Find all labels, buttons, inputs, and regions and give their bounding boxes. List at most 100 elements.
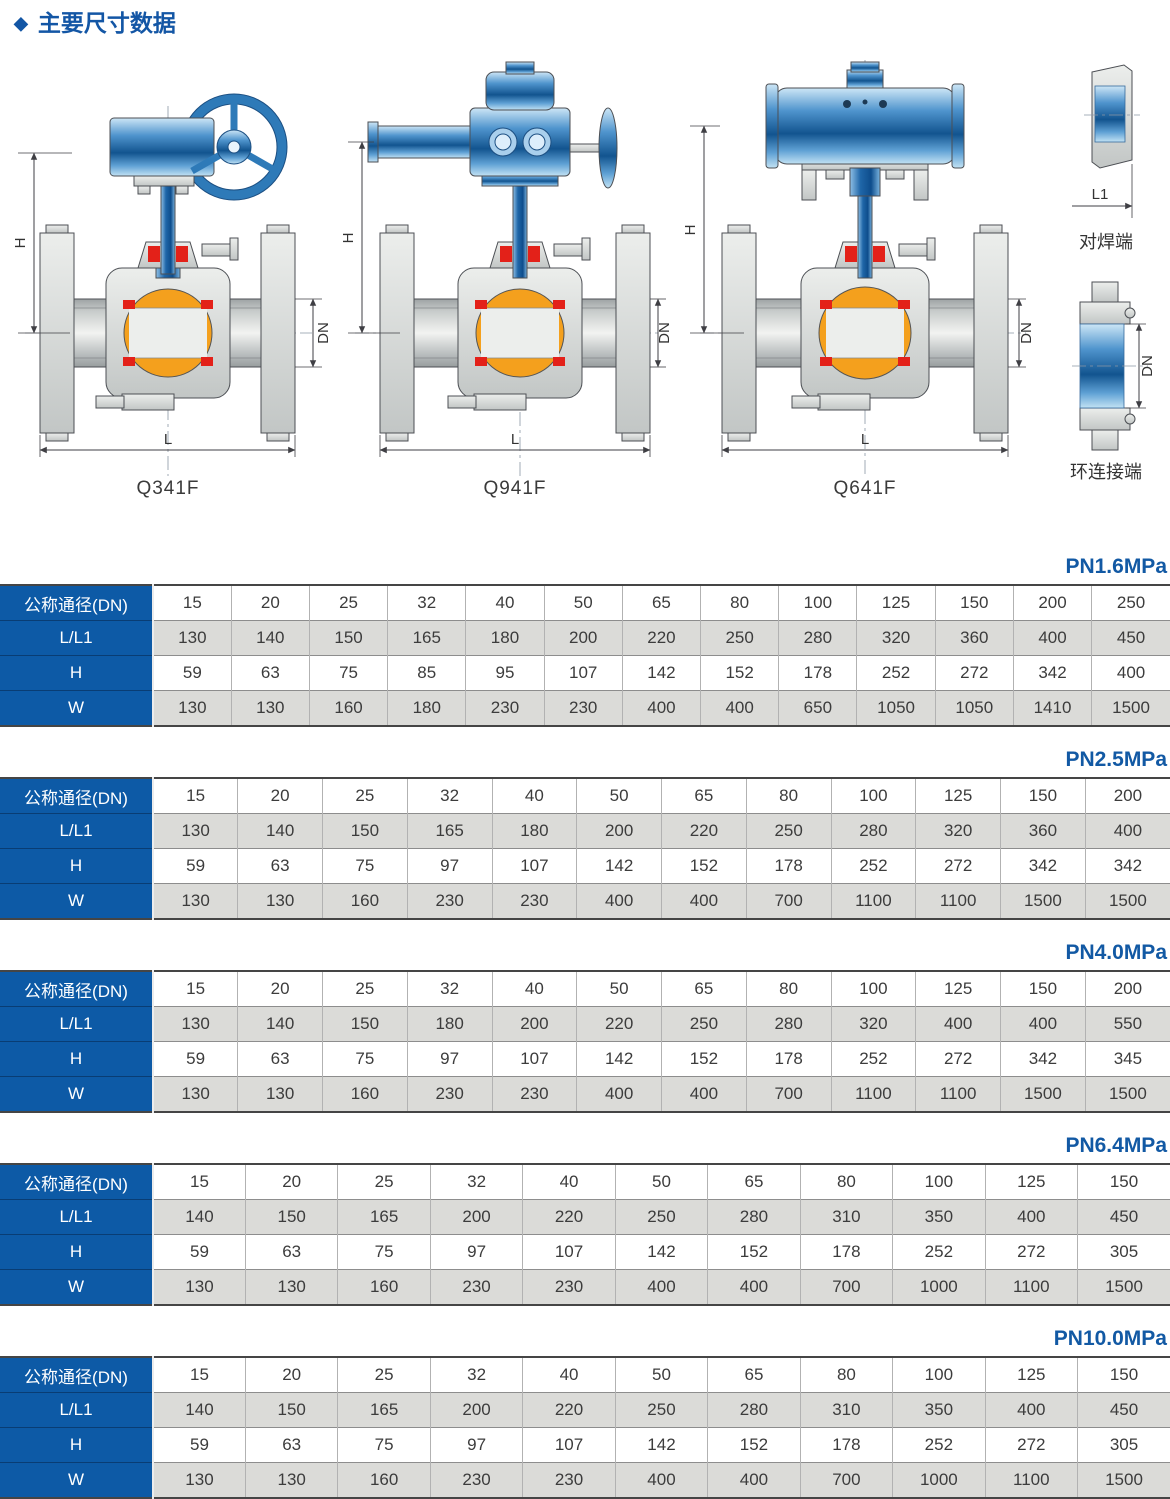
- data-cell: 200: [429, 1392, 523, 1428]
- data-cell: 230: [522, 1269, 616, 1305]
- dimension-label-dn: DN: [315, 322, 332, 344]
- data-cell: 20: [237, 971, 323, 1007]
- data-cell: 400: [614, 1462, 708, 1498]
- table-row: W 130 130 160 230 230 400 400 700 1100 1100 1500 150…: [0, 883, 1170, 919]
- data-cell: 150: [322, 813, 408, 849]
- table-row: L/L1 130 140 150 180 200 220 250 280 320 400 400 550: [0, 1006, 1170, 1042]
- data-cell: 152: [661, 848, 747, 884]
- page-title-text: 主要尺寸数据: [37, 10, 176, 36]
- data-cell: 150: [1077, 1357, 1170, 1393]
- data-cell: 50: [543, 585, 623, 621]
- data-cell: 32: [387, 585, 466, 621]
- dimension-label-dn: DN: [1139, 355, 1156, 377]
- data-cell: 230: [543, 690, 623, 726]
- data-cell: 130: [153, 1462, 246, 1498]
- pressure-table-section: PN2.5MPa 公称通径(DN) 15 20 25 32 40 50 65 80 100 125 15…: [0, 749, 1170, 920]
- data-cell: 1000: [892, 1269, 986, 1305]
- row-header-cell: 公称通径(DN): [0, 585, 154, 621]
- data-cell: 150: [308, 620, 388, 656]
- data-cell: 130: [153, 813, 238, 849]
- dimension-label-l: L: [164, 431, 172, 448]
- data-cell: 15: [153, 1357, 246, 1393]
- data-cell: 125: [984, 1164, 1078, 1200]
- data-cell: 75: [337, 1427, 431, 1463]
- tables: PN1.6MPa 公称通径(DN) 15 20 25 32 40 50 65 80 100 125 15…: [0, 556, 1170, 1499]
- data-cell: 20: [237, 778, 323, 814]
- data-cell: 140: [237, 1006, 323, 1042]
- data-cell: 320: [856, 620, 936, 656]
- data-cell: 252: [830, 848, 916, 884]
- data-cell: 85: [387, 655, 466, 691]
- figures-row: H DN L Q341F: [0, 56, 1170, 506]
- data-cell: 220: [621, 620, 701, 656]
- table-row: W 130 130 160 230 230 400 400 700 1100 1100 1500 150…: [0, 1076, 1170, 1112]
- table-row: 公称通径(DN) 15 20 25 32 40 50 65 80 100 125 150: [0, 1164, 1170, 1200]
- data-cell: 25: [337, 1357, 431, 1393]
- pneumatic-cylinder: [774, 87, 956, 165]
- data-cell: 130: [230, 690, 310, 726]
- data-cell: 25: [337, 1164, 431, 1200]
- data-cell: 100: [830, 971, 916, 1007]
- data-cell: 200: [1084, 971, 1170, 1007]
- valve-model-label: Q641F: [833, 478, 896, 499]
- data-cell: 142: [614, 1234, 708, 1270]
- pressure-table-section: PN4.0MPa 公称通径(DN) 15 20 25 32 40 50 65 80 100 125 15…: [0, 942, 1170, 1113]
- data-cell: 1500: [1084, 883, 1170, 919]
- data-cell: 140: [153, 1392, 246, 1428]
- data-cell: 32: [429, 1164, 523, 1200]
- data-cell: 1500: [1077, 1462, 1170, 1498]
- data-cell: 200: [491, 1006, 577, 1042]
- data-cell: 15: [153, 778, 238, 814]
- data-cell: 63: [244, 1234, 338, 1270]
- data-cell: 1100: [915, 1076, 1001, 1112]
- row-header-cell: H: [0, 1234, 154, 1270]
- data-cell: 178: [745, 848, 831, 884]
- data-cell: 32: [406, 778, 492, 814]
- data-cell: 150: [1077, 1164, 1170, 1200]
- data-cell: 130: [153, 1076, 238, 1112]
- data-cell: 1100: [915, 883, 1001, 919]
- table-row: H 59 63 75 97 107 142 152 178 252 272 305: [0, 1234, 1170, 1270]
- data-cell: 252: [856, 655, 936, 691]
- data-cell: 63: [244, 1427, 338, 1463]
- dimension-label-h: H: [12, 238, 29, 249]
- data-cell: 140: [230, 620, 310, 656]
- data-cell: 63: [237, 1041, 323, 1077]
- data-cell: 1100: [830, 1076, 916, 1112]
- data-cell: 160: [308, 690, 388, 726]
- data-cell: 200: [429, 1199, 523, 1235]
- data-cell: 252: [892, 1427, 986, 1463]
- table-row: H 59 63 75 85 95 107 142 152 178 252 272 342 400: [0, 655, 1170, 691]
- q341f-drawing: H DN L Q341F: [12, 93, 332, 499]
- data-cell: 97: [429, 1427, 523, 1463]
- data-cell: 142: [576, 1041, 662, 1077]
- data-cell: 59: [153, 1234, 246, 1270]
- data-cell: 20: [244, 1164, 338, 1200]
- data-cell: 130: [244, 1269, 338, 1305]
- data-cell: 150: [934, 585, 1014, 621]
- data-cell: 25: [308, 585, 388, 621]
- data-cell: 250: [614, 1392, 708, 1428]
- data-cell: 150: [1000, 778, 1086, 814]
- row-header-cell: W: [0, 690, 154, 726]
- ring-joint-end-section: [1072, 281, 1148, 451]
- row-header-cell: H: [0, 848, 154, 884]
- data-cell: 252: [830, 1041, 916, 1077]
- data-cell: 15: [153, 971, 238, 1007]
- data-cell: 1410: [1012, 690, 1092, 726]
- data-cell: 230: [465, 690, 545, 726]
- data-cell: 400: [576, 883, 662, 919]
- row-header-cell: 公称通径(DN): [0, 778, 154, 814]
- data-cell: 40: [522, 1357, 616, 1393]
- electric-actuator: [367, 61, 618, 189]
- data-cell: 95: [465, 655, 545, 691]
- data-cell: 230: [406, 1076, 492, 1112]
- data-cell: 59: [153, 1427, 246, 1463]
- data-cell: 400: [1000, 1006, 1086, 1042]
- data-cell: 178: [745, 1041, 831, 1077]
- table-row: 公称通径(DN) 15 20 25 32 40 50 65 80 100 125 150: [0, 1357, 1170, 1393]
- data-cell: 80: [700, 585, 779, 621]
- data-cell: 1500: [1091, 690, 1170, 726]
- pressure-table-section: PN1.6MPa 公称通径(DN) 15 20 25 32 40 50 65 80 100 125 15…: [0, 556, 1170, 727]
- data-cell: 280: [707, 1199, 801, 1235]
